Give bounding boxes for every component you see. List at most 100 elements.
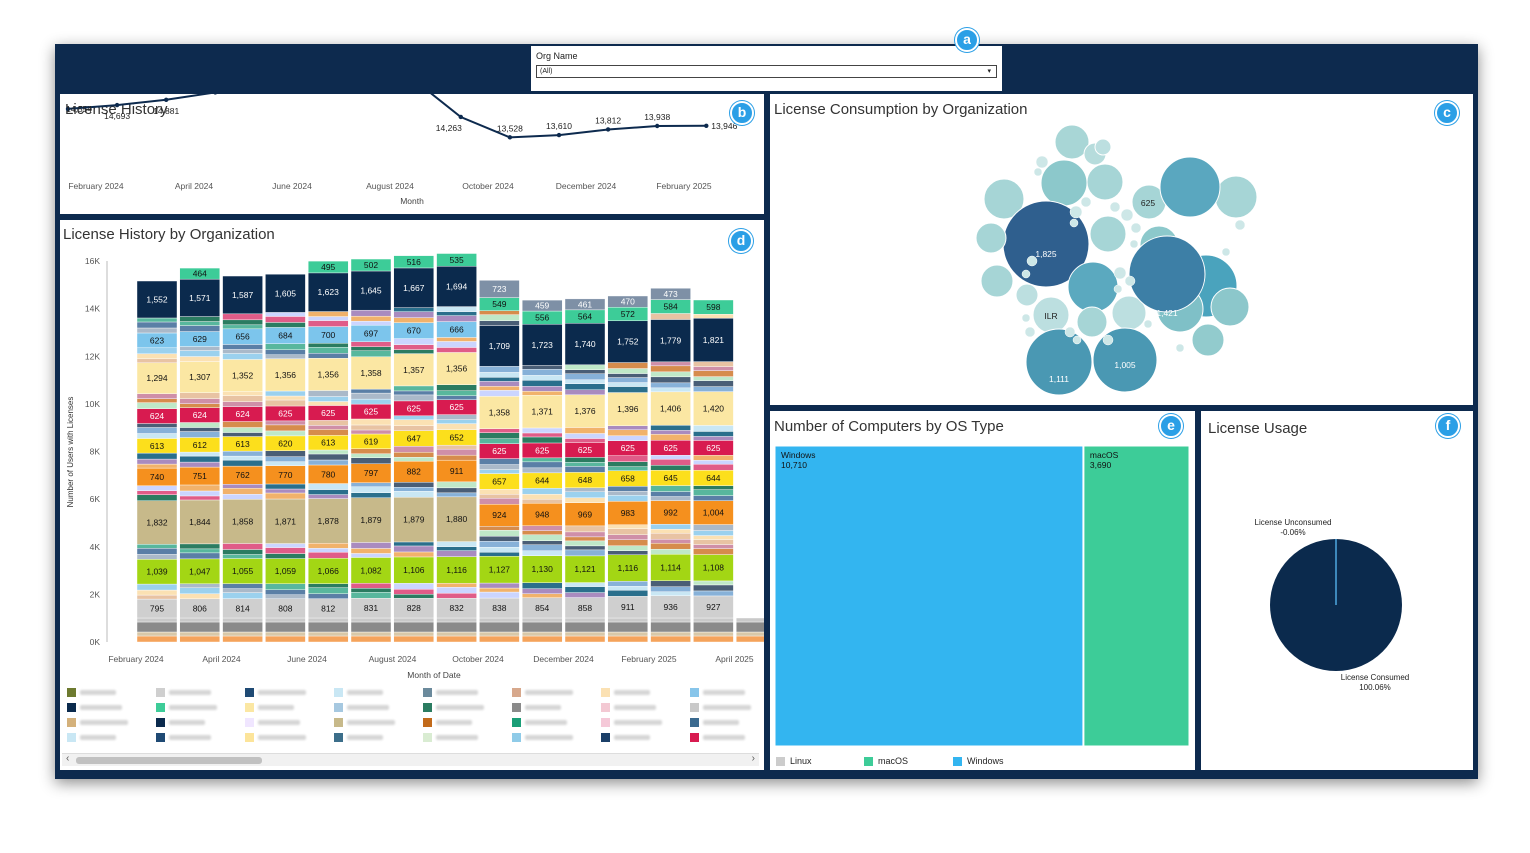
- stack-segment: [350, 492, 392, 498]
- legend-item[interactable]: [67, 718, 152, 728]
- legend-item[interactable]: [334, 703, 419, 713]
- legend-item[interactable]: [512, 703, 597, 713]
- stack-segment: [179, 552, 221, 560]
- legend-label-redacted: [347, 690, 383, 695]
- stack-segment: [693, 617, 734, 623]
- license-history-x-tick: February 2025: [656, 181, 712, 191]
- legend-item[interactable]: [334, 688, 419, 698]
- legend-item[interactable]: [423, 688, 508, 698]
- legend-item[interactable]: [512, 718, 597, 728]
- stack-segment: [307, 425, 349, 430]
- legend-item[interactable]: [156, 733, 241, 743]
- stack-segment: [265, 621, 306, 633]
- stack-segment: [307, 390, 349, 397]
- legend-item[interactable]: [245, 688, 330, 698]
- treemap-windows-label: Windows: [781, 450, 815, 460]
- stack-segment: [136, 321, 178, 329]
- stack-segment: [564, 555, 606, 583]
- legend-item[interactable]: [423, 733, 508, 743]
- legend-swatch: [245, 733, 254, 742]
- stack-segment: [179, 593, 221, 600]
- legend-item[interactable]: [423, 703, 508, 713]
- legend-item[interactable]: [601, 703, 686, 713]
- legend-item[interactable]: [67, 703, 152, 713]
- stack-segment: [393, 353, 434, 387]
- stack-segment: [693, 548, 734, 555]
- stack-segment: [650, 621, 691, 633]
- stack-segment: [222, 484, 263, 489]
- legend-label-redacted: [80, 705, 122, 710]
- stack-segment: [479, 390, 520, 397]
- stack-segment: [479, 428, 520, 433]
- legend-item[interactable]: [245, 733, 330, 743]
- stack-segment: [136, 548, 178, 555]
- scrollbar-thumb[interactable]: [76, 757, 262, 764]
- org-history-panel: License History by Organization 16K 14K 12…: [60, 220, 764, 770]
- stack-segment-label: 1,821: [703, 335, 725, 345]
- stack-segment: [693, 318, 734, 362]
- stack-segment: [393, 267, 434, 308]
- stack-segment: [607, 635, 648, 643]
- legend-item[interactable]: [67, 733, 152, 743]
- scroll-right-icon[interactable]: ›: [751, 753, 755, 764]
- org-bubble-small: [1033, 167, 1043, 177]
- stack-segment-label: 831: [364, 603, 378, 613]
- scroll-left-icon[interactable]: ‹: [66, 753, 70, 764]
- stack-segment-label: 549: [492, 299, 506, 309]
- stack-segment-label: 1,106: [403, 565, 425, 575]
- org-bubble-small: [1130, 222, 1142, 234]
- stack-segment: [179, 484, 221, 492]
- license-history-point: [605, 127, 611, 132]
- stack-segment: [479, 320, 520, 326]
- stack-segment-label: 1,709: [489, 341, 511, 351]
- stack-segment: [350, 315, 392, 322]
- stack-segment-label: 983: [621, 508, 635, 518]
- legend-item[interactable]: [67, 688, 152, 698]
- legend-item[interactable]: [601, 688, 686, 698]
- horizontal-scrollbar[interactable]: ‹ ›: [62, 753, 759, 766]
- stack-segment: [265, 430, 306, 437]
- legend-item[interactable]: [156, 703, 241, 713]
- stack-segment: [222, 621, 263, 633]
- stack-segment: [307, 311, 349, 317]
- y-axis-tick: 14K: [85, 304, 100, 314]
- stack-segment: [265, 483, 306, 490]
- org-bubble-small: [1129, 239, 1139, 249]
- legend-item[interactable]: [512, 688, 597, 698]
- legend-item[interactable]: [156, 688, 241, 698]
- legend-label-redacted: [436, 735, 478, 740]
- stack-segment-label: 1,114: [660, 562, 681, 572]
- stack-segment: [436, 454, 477, 461]
- legend-item[interactable]: [334, 718, 419, 728]
- stack-segment-label: 882: [407, 467, 421, 477]
- legend-item[interactable]: [690, 688, 764, 698]
- legend-item[interactable]: [512, 733, 597, 743]
- org-name-select[interactable]: (All) ▾: [536, 65, 997, 78]
- stack-segment: [693, 544, 734, 549]
- legend-item[interactable]: [601, 733, 686, 743]
- stack-segment-label: 911: [621, 602, 635, 612]
- stack-segment: [693, 425, 734, 432]
- stack-segment-label: 647: [407, 433, 421, 443]
- stack-segment-label: 1,376: [574, 406, 596, 416]
- legend-item[interactable]: [245, 718, 330, 728]
- legend-item[interactable]: [690, 718, 764, 728]
- legend-item[interactable]: [245, 703, 330, 713]
- legend-item[interactable]: [156, 718, 241, 728]
- stack-segment: [222, 592, 263, 599]
- x-axis-tick: October 2024: [452, 654, 504, 664]
- stack-segment: [265, 617, 306, 623]
- stack-segment: [136, 635, 178, 643]
- bubble-value-label: 1,421: [1156, 308, 1178, 318]
- stack-segment: [136, 458, 178, 465]
- license-history-point: [704, 123, 709, 128]
- license-history-point: [213, 94, 217, 95]
- legend-item[interactable]: [690, 703, 764, 713]
- stack-segment: [222, 494, 263, 500]
- legend-item[interactable]: [690, 733, 764, 743]
- legend-item[interactable]: [601, 718, 686, 728]
- stack-segment: [693, 376, 734, 381]
- legend-item[interactable]: [334, 733, 419, 743]
- stack-segment-label: 1,356: [275, 370, 297, 380]
- legend-item[interactable]: [423, 718, 508, 728]
